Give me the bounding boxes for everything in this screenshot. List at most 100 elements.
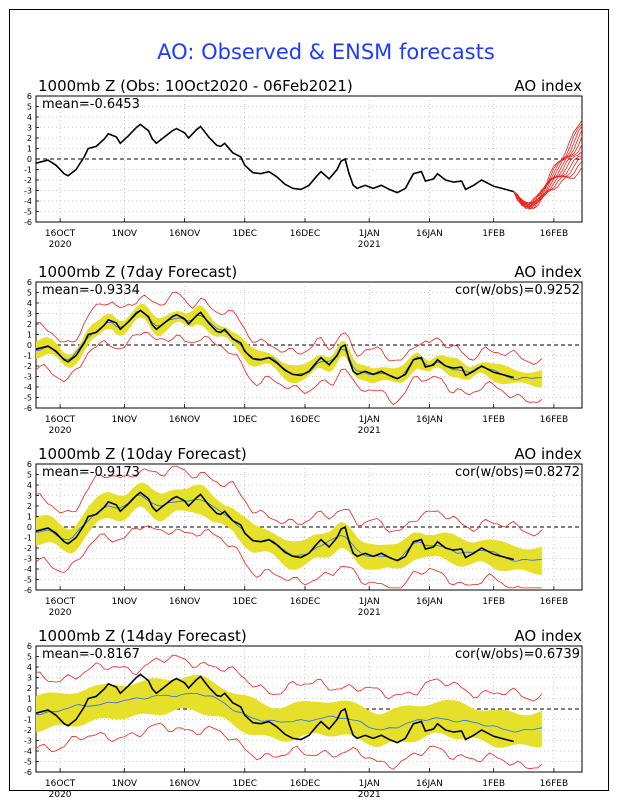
y-tick-label: -3: [24, 187, 32, 196]
x-tick-year: 2021: [358, 608, 381, 618]
panel-right-label: AO index: [514, 263, 582, 281]
x-tick-label: 1FEB: [482, 779, 505, 789]
panel-correlation: cor(w/obs)=0.9252: [455, 283, 580, 298]
forecast-member-line: [513, 151, 583, 208]
y-tick-label: 0: [27, 705, 32, 714]
x-tick-label: 1NOV: [112, 597, 138, 607]
y-tick-label: 4: [27, 299, 32, 308]
x-tick-label: 1NOV: [112, 415, 138, 425]
forecast-member-line: [513, 155, 583, 209]
panel-2: 1000mb Z (7day Forecast) AO index -6-5 -4-3…: [24, 263, 583, 436]
range-lower-line: [35, 722, 543, 770]
x-tick-label: 1DEC: [232, 229, 257, 239]
y-tick-label: 1: [27, 513, 32, 522]
y-tick-label: 6: [27, 460, 32, 469]
y-tick-label: -2: [24, 362, 32, 371]
x-tick-label: 16JAN: [416, 779, 443, 789]
x-tick-year: 2021: [358, 426, 381, 436]
y-tick-label: -1: [24, 716, 32, 725]
y-tick-label: 6: [27, 642, 32, 651]
x-tick-label: 16NOV: [169, 415, 201, 425]
y-tick-label: 6: [27, 278, 32, 287]
x-tick-label: 16OCT: [45, 779, 76, 789]
x-tick-label: 16OCT: [45, 415, 76, 425]
panel-3: 1000mb Z (10day Forecast) AO index-6-5-4-…: [24, 445, 583, 618]
range-upper-line: [35, 465, 543, 537]
y-tick-label: 1: [27, 695, 32, 704]
x-tick-year: 2021: [358, 240, 381, 250]
figure-title: AO: Observed & ENSM forecasts: [157, 40, 495, 64]
y-tick-label: 6: [27, 92, 32, 101]
x-tick-label: 16FEB: [540, 779, 569, 789]
x-tick-label: 1FEB: [482, 597, 505, 607]
y-tick-label: -5: [24, 394, 32, 403]
y-tick-label: -6: [24, 404, 32, 413]
x-tick-label: 16DEC: [290, 597, 320, 607]
x-tick-label: 1DEC: [232, 597, 257, 607]
y-tick-label: 2: [27, 684, 32, 693]
panel-right-label: AO index: [514, 627, 582, 645]
panel-mean: mean=-0.8167: [42, 647, 140, 662]
y-tick-label: -4: [24, 197, 32, 206]
y-tick-label: -3: [24, 737, 32, 746]
x-tick-year: 2020: [49, 240, 72, 250]
y-tick-label: -2: [24, 726, 32, 735]
x-tick-label: 1DEC: [232, 415, 257, 425]
x-tick-label: 1JAN: [359, 779, 380, 789]
panel-4: 1000mb Z (14day Forecast) AO index-6-5-4-…: [24, 627, 583, 800]
y-tick-label: 5: [27, 471, 32, 480]
range-lower-line: [35, 331, 543, 406]
y-tick-label: -3: [24, 373, 32, 382]
y-tick-label: 4: [27, 481, 32, 490]
x-tick-year: 2021: [358, 790, 381, 800]
y-tick-label: -1: [24, 166, 32, 175]
panel-right-label: AO index: [514, 77, 582, 95]
y-tick-label: -6: [24, 768, 32, 777]
panel-mean: mean=-0.9334: [42, 283, 140, 298]
y-tick-label: -5: [24, 758, 32, 767]
panel-title: 1000mb Z (Obs: 10Oct2020 - 06Feb2021): [38, 77, 353, 95]
x-tick-label: 16JAN: [416, 229, 443, 239]
y-tick-label: -4: [24, 383, 32, 392]
panel-correlation: cor(w/obs)=0.8272: [455, 465, 580, 480]
panel-title: 1000mb Z (7day Forecast): [38, 263, 237, 281]
y-tick-label: 0: [27, 155, 32, 164]
x-tick-label: 16JAN: [416, 597, 443, 607]
x-tick-label: 16DEC: [290, 415, 320, 425]
y-tick-label: 4: [27, 663, 32, 672]
y-tick-label: -6: [24, 218, 32, 227]
y-tick-label: -5: [24, 208, 32, 217]
y-tick-label: -4: [24, 747, 32, 756]
x-tick-year: 2020: [49, 426, 72, 436]
x-tick-label: 1JAN: [359, 229, 380, 239]
x-tick-year: 2020: [49, 790, 72, 800]
x-tick-label: 16NOV: [169, 779, 201, 789]
y-tick-label: -6: [24, 586, 32, 595]
y-tick-label: 3: [27, 674, 32, 683]
y-tick-label: 2: [27, 502, 32, 511]
x-tick-label: 16FEB: [540, 597, 569, 607]
x-tick-label: 1NOV: [112, 779, 138, 789]
forecast-member-line: [513, 119, 583, 208]
y-tick-label: -2: [24, 176, 32, 185]
y-tick-label: 1: [27, 331, 32, 340]
y-tick-label: -2: [24, 544, 32, 553]
x-tick-label: 16FEB: [540, 229, 569, 239]
panel-title: 1000mb Z (10day Forecast): [38, 445, 247, 463]
ensemble-mean-line: [35, 693, 542, 733]
x-tick-label: 16NOV: [169, 597, 201, 607]
spread-band: [36, 674, 542, 748]
x-tick-label: 16OCT: [45, 597, 76, 607]
x-tick-label: 16FEB: [540, 415, 569, 425]
y-tick-label: 5: [27, 653, 32, 662]
panel-mean: mean=-0.6453: [42, 97, 140, 112]
x-tick-label: 1FEB: [482, 229, 505, 239]
x-tick-label: 16DEC: [290, 779, 320, 789]
forecast-member-line: [513, 125, 583, 209]
y-tick-label: 3: [27, 492, 32, 501]
observed-line: [35, 123, 515, 194]
observed-line: [35, 673, 514, 744]
observed-line: [35, 309, 515, 380]
x-tick-label: 1NOV: [112, 229, 138, 239]
